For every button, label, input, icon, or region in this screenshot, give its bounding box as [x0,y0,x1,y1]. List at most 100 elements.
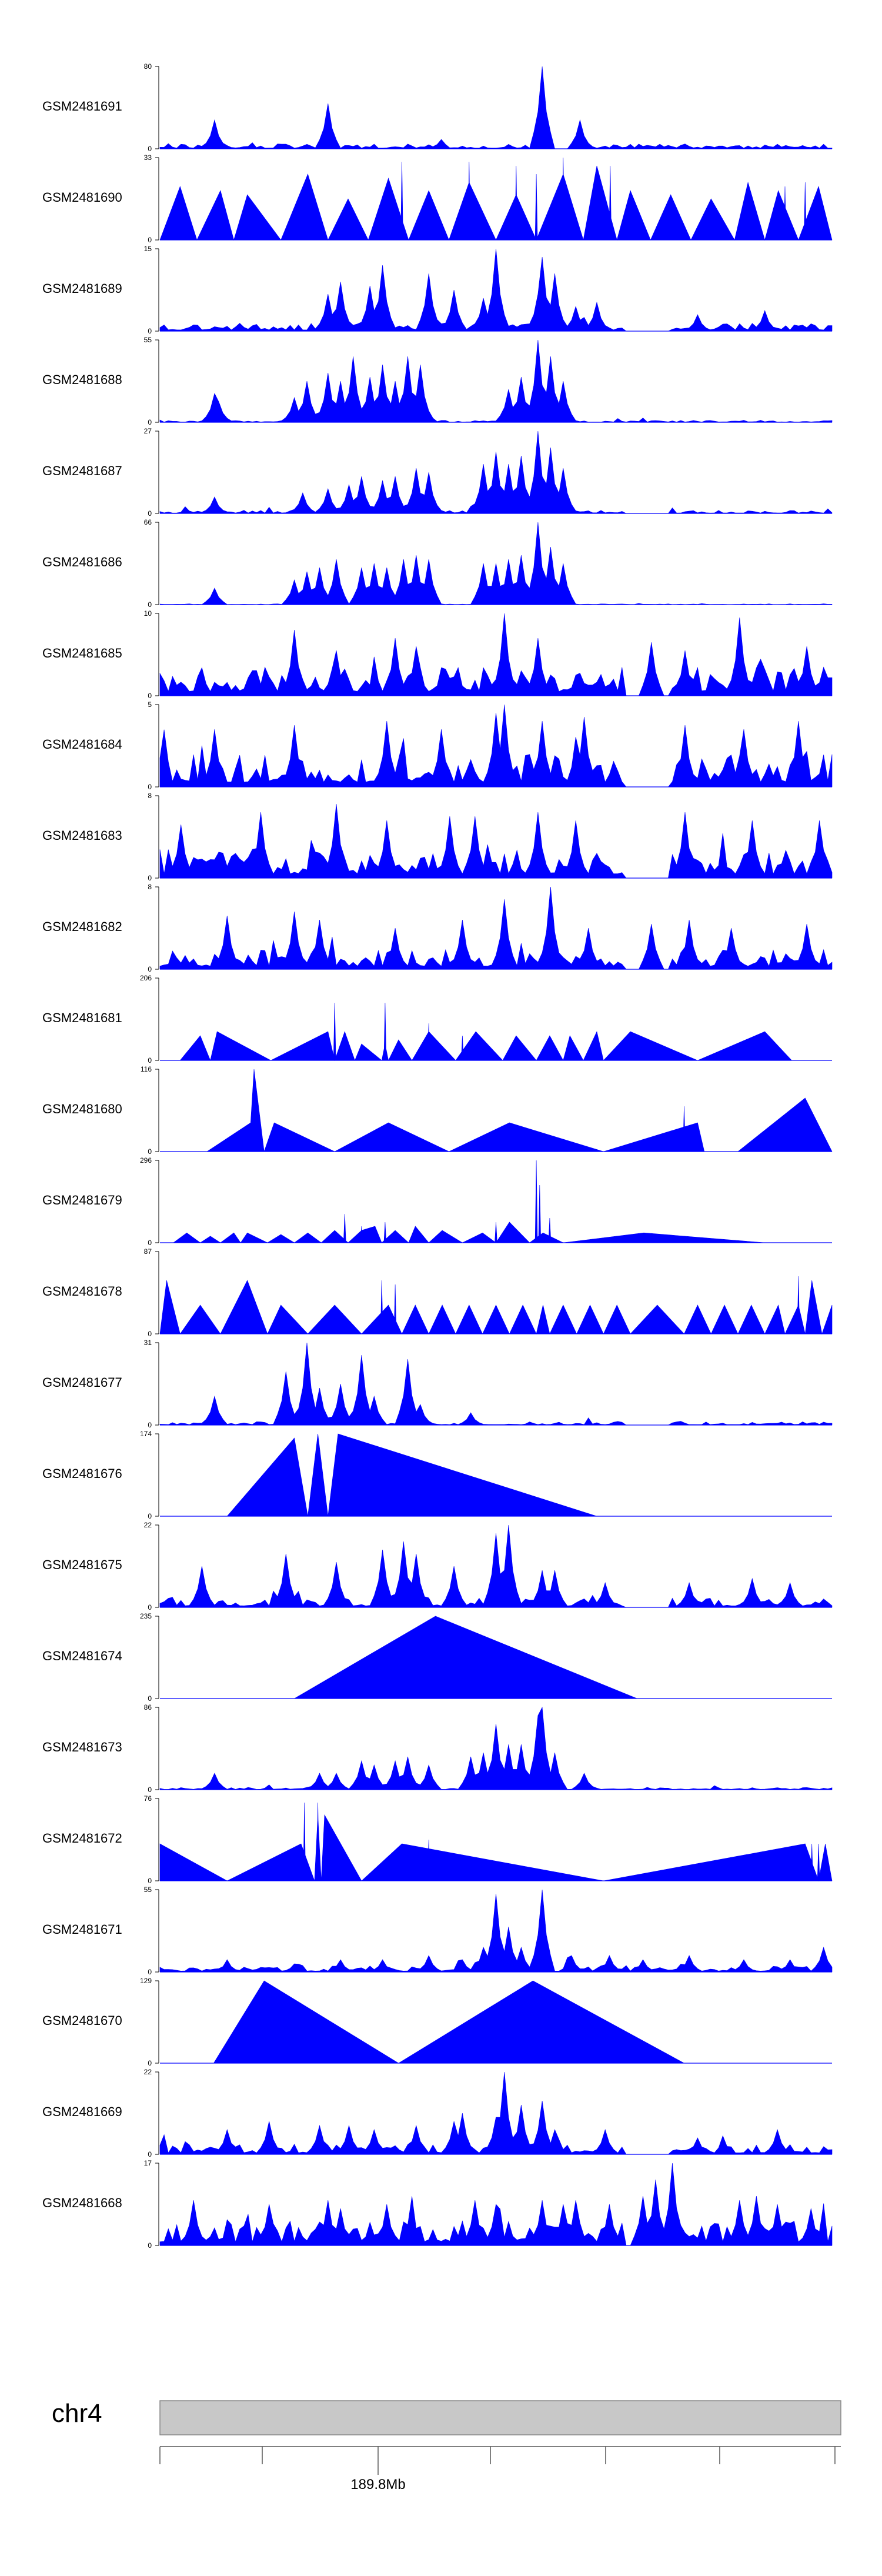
track: GSM2481677 31 0 [42,1339,833,1429]
chromosome-bar [159,2400,841,2435]
y-min-label: 0 [148,1786,152,1794]
track: GSM2481689 15 0 [42,245,833,335]
signal-area [159,886,833,970]
track-label: GSM2481686 [42,555,122,569]
y-max-label: 8 [148,792,152,800]
y-min-label: 0 [148,327,152,335]
y-min-label: 0 [148,1239,152,1247]
track-label: GSM2481691 [42,99,122,114]
track-label: GSM2481678 [42,1284,122,1299]
signal-area [159,1342,833,1426]
signal-area [179,1002,793,1062]
chromosome-label: chr4 [52,2399,102,2428]
track-label: GSM2481674 [42,1649,122,1663]
y-max-label: 10 [144,609,152,618]
y-min-label: 0 [148,1512,152,1520]
track: GSM2481669 22 0 [42,2068,833,2158]
signal-area [159,66,833,149]
y-min-label: 0 [148,2150,152,2158]
track: GSM2481679 296 0 [42,1156,832,1247]
track-label: GSM2481676 [42,1466,122,1481]
y-min-label: 0 [148,965,152,973]
y-min-label: 0 [148,2059,152,2067]
track: GSM2481675 22 0 [42,1521,833,1611]
y-max-label: 76 [144,1794,152,1803]
track-label: GSM2481680 [42,1102,122,1116]
y-min-label: 0 [148,1603,152,1611]
track: GSM2481688 55 0 [42,336,833,426]
y-max-label: 296 [140,1156,152,1164]
y-max-label: 5 [148,700,152,709]
track-label: GSM2481675 [42,1557,122,1572]
y-max-label: 22 [144,2068,152,2076]
y-max-label: 235 [140,1612,152,1620]
track: GSM2481686 66 0 [42,518,833,609]
signal-area [159,248,833,332]
y-max-label: 33 [144,154,152,162]
track-label: GSM2481687 [42,463,122,478]
y-max-label: 27 [144,427,152,435]
y-max-label: 31 [144,1339,152,1347]
track: GSM2481668 17 0 [42,2159,833,2250]
track-label: GSM2481689 [42,281,122,296]
track: GSM2481690 33 0 [42,154,833,244]
signal-area [172,1160,765,1243]
track: GSM2481687 27 0 [42,427,833,518]
signal-area [159,1524,833,1608]
signal-area [226,1433,597,1517]
track: GSM2481678 87 0 [42,1247,833,1338]
y-min-label: 0 [148,783,152,791]
y-max-label: 206 [140,974,152,982]
y-min-label: 0 [148,145,152,153]
track-label: GSM2481668 [42,2195,122,2210]
signal-area [159,431,833,514]
y-min-label: 0 [148,1330,152,1338]
y-max-label: 66 [144,518,152,526]
signal-area [159,1276,833,1335]
track-label: GSM2481685 [42,646,122,660]
y-min-label: 0 [148,600,152,609]
y-max-label: 86 [144,1703,152,1711]
track-label: GSM2481683 [42,828,122,843]
y-min-label: 0 [148,1877,152,1885]
signal-area [159,2071,833,2155]
track-label: GSM2481679 [42,1193,122,1207]
signal-area [206,1069,833,1152]
y-max-label: 55 [144,1886,152,1894]
y-min-label: 0 [148,1147,152,1156]
signal-area [159,1706,833,1790]
signal-area [293,1616,637,1699]
signal-area [159,613,833,696]
y-min-label: 0 [148,236,152,244]
track: GSM2481683 8 0 [42,792,833,882]
track: GSM2481674 235 0 [42,1612,832,1703]
track-label: GSM2481681 [42,1010,122,1025]
track: GSM2481691 80 0 [42,62,833,153]
y-min-label: 0 [148,874,152,882]
signal-area [159,1889,833,1973]
signal-area [159,157,833,241]
position-label: 189.8Mb [350,2477,405,2492]
y-max-label: 8 [148,883,152,891]
track-label: GSM2481672 [42,1831,122,1846]
track: GSM2481671 55 0 [42,1886,833,1976]
y-max-label: 55 [144,336,152,344]
y-min-label: 0 [148,1421,152,1429]
y-min-label: 0 [148,1968,152,1976]
track-label: GSM2481682 [42,919,122,934]
track: GSM2481684 5 0 [42,700,833,791]
track: GSM2481682 8 0 [42,883,833,973]
signal-area [159,339,833,423]
signal-area [159,1802,833,1882]
track: GSM2481680 116 0 [42,1065,833,1156]
y-max-label: 22 [144,1521,152,1529]
signal-area [213,1980,684,2064]
track-label: GSM2481690 [42,190,122,205]
y-min-label: 0 [148,418,152,426]
track: GSM2481681 206 0 [42,974,832,1065]
y-max-label: 174 [140,1430,152,1438]
track-label: GSM2481673 [42,1740,122,1754]
track: GSM2481685 10 0 [42,609,833,700]
y-max-label: 80 [144,62,152,71]
